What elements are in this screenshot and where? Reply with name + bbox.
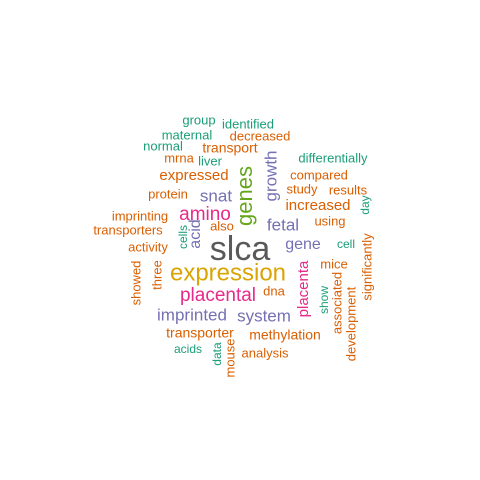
word-methylation: methylation xyxy=(249,327,321,343)
word-group: group xyxy=(182,112,215,127)
word-also: also xyxy=(210,218,234,233)
word-growth: growth xyxy=(261,150,280,201)
word-imprinted: imprinted xyxy=(157,305,227,324)
word-slca: slca xyxy=(210,230,271,268)
word-snat: snat xyxy=(200,186,232,205)
word-day: day xyxy=(358,195,372,214)
word-mice: mice xyxy=(320,256,347,271)
word-liver: liver xyxy=(198,153,223,168)
word-placental: placental xyxy=(180,285,256,306)
word-expressed: expressed xyxy=(159,167,228,184)
word-normal: normal xyxy=(143,138,183,153)
word-increased: increased xyxy=(285,197,350,214)
word-transport: transport xyxy=(202,140,257,156)
word-significantly: significantly xyxy=(359,233,374,301)
word-gene: gene xyxy=(285,236,321,253)
word-associated: associated xyxy=(329,272,344,334)
word-data: data xyxy=(210,342,224,366)
word-activity: activity xyxy=(128,239,168,254)
word-cells: cells xyxy=(176,225,190,249)
word-using: using xyxy=(314,213,345,228)
word-mrna: mrna xyxy=(164,150,194,165)
word-expression: expression xyxy=(170,259,286,286)
word-compared: compared xyxy=(290,167,348,182)
word-acids: acids xyxy=(174,342,202,356)
word-show: show xyxy=(317,286,331,314)
word-showed: showed xyxy=(128,261,143,306)
word-protein: protein xyxy=(148,186,188,201)
word-study: study xyxy=(286,181,318,196)
word-decreased: decreased xyxy=(230,128,291,143)
word-genes: genes xyxy=(232,166,257,226)
word-mouse: mouse xyxy=(222,338,237,377)
word-amino: amino xyxy=(179,204,231,225)
word-analysis: analysis xyxy=(242,345,289,360)
word-maternal: maternal xyxy=(162,127,213,142)
word-transporter: transporter xyxy=(166,325,234,341)
word-development: development xyxy=(343,286,358,361)
word-identified: identified xyxy=(222,116,274,131)
word-acid: acid xyxy=(187,219,204,248)
word-transporters: transporters xyxy=(93,222,163,237)
word-placenta: placenta xyxy=(295,260,312,317)
word-dna: dna xyxy=(263,283,285,298)
word-imprinting: imprinting xyxy=(112,208,168,223)
word-cell: cell xyxy=(337,237,355,251)
word-differentially: differentially xyxy=(298,150,368,165)
word-results: results xyxy=(329,182,368,197)
word-system: system xyxy=(237,306,291,325)
word-three: three xyxy=(149,260,164,290)
word-fetal: fetal xyxy=(267,215,299,234)
